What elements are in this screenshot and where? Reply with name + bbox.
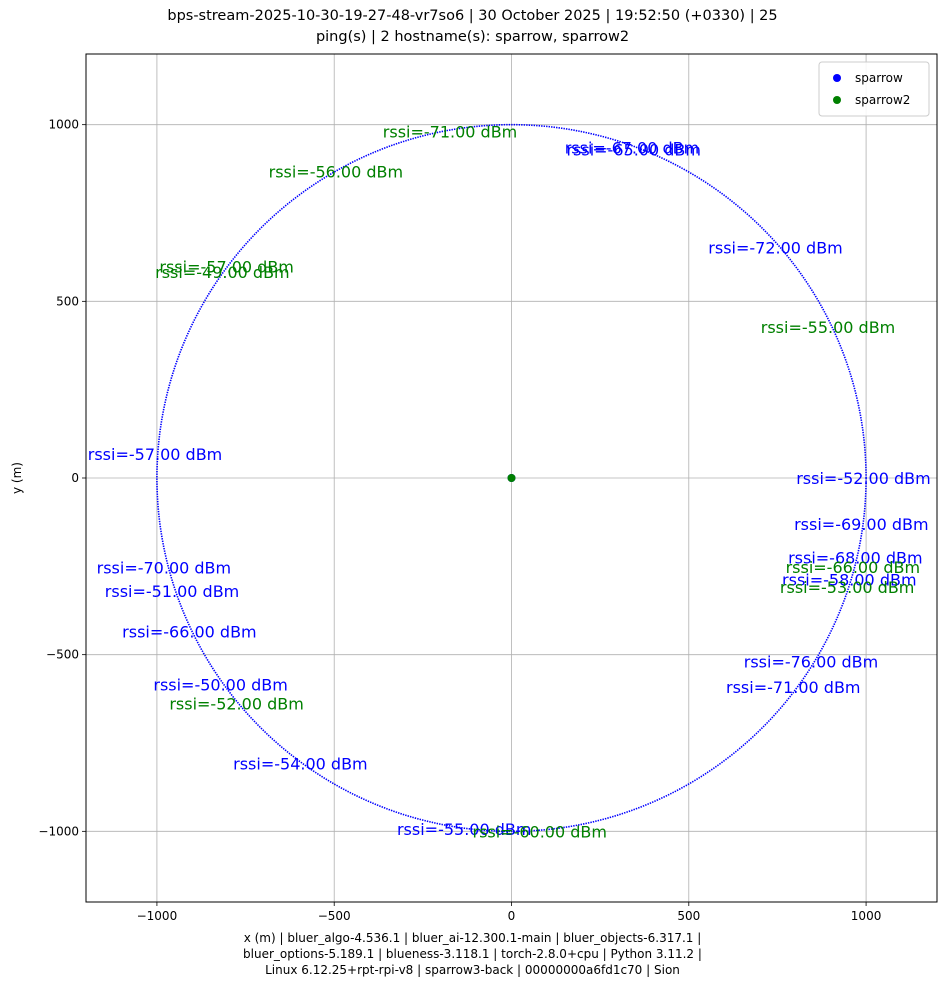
rssi-annotation-8: rssi=-70.00 dBm (97, 558, 231, 577)
legend-label-sparrow2: sparrow2 (855, 93, 910, 107)
legend-marker-sparrow2 (833, 96, 841, 104)
point-sparrow2-0 (507, 474, 516, 482)
rssi-annotation-23: rssi=-52.00 dBm (169, 694, 303, 713)
rssi-annotation-16: rssi=-71.00 dBm (383, 123, 517, 142)
x-tick-label-0: −1000 (137, 909, 178, 923)
x-tick-label-3: 500 (677, 909, 700, 923)
rssi-annotation-5: rssi=-69.00 dBm (794, 515, 928, 534)
rssi-annotation-22: rssi=-53.00 dBm (780, 578, 914, 597)
y-axis-label: y (m) (10, 462, 24, 494)
legend-marker-sparrow (833, 74, 841, 82)
rssi-annotation-0: rssi=-67.00 dBm (565, 139, 699, 158)
rssi-annotation-4: rssi=-52.00 dBm (796, 469, 930, 488)
rssi-annotation-3: rssi=-57.00 dBm (88, 445, 222, 464)
data-points (507, 474, 516, 482)
rssi-annotation-9: rssi=-51.00 dBm (105, 582, 239, 601)
rssi-annotation-21: rssi=-66.00 dBm (786, 558, 920, 577)
y-tick-label-2: 0 (71, 471, 79, 485)
legend: sparrow sparrow2 (818, 61, 930, 117)
trajectory-path (156, 123, 867, 833)
x-tick-label-4: 1000 (851, 909, 882, 923)
y-tick-label-3: 500 (56, 294, 79, 308)
rssi-annotation-12: rssi=-71.00 dBm (726, 678, 860, 697)
x-axis-label-line-2: bluer_options-5.189.1 | blueness-3.118.1… (243, 947, 702, 961)
rssi-annotation-13: rssi=-50.00 dBm (153, 676, 287, 695)
x-tick-label-2: 0 (508, 909, 516, 923)
chart-title-line-1: bps-stream-2025-10-30-19-27-48-vr7so6 | … (167, 8, 778, 24)
legend-label-sparrow: sparrow (855, 71, 903, 85)
rssi-annotation-7: rssi=-58.00 dBm (782, 570, 916, 589)
rssi-annotation-24: rssi=-60.00 dBm (472, 822, 606, 841)
y-tick-label-1: −500 (46, 648, 79, 662)
rssi-annotation-1: rssi=-65.00 dBm (566, 140, 700, 159)
y-tick-label-0: −1000 (38, 824, 79, 838)
chart-title: bps-stream-2025-10-30-19-27-48-vr7so6 | … (0, 0, 945, 50)
rssi-annotation-10: rssi=-66.00 dBm (122, 623, 256, 642)
rssi-annotation-19: rssi=-49.00 dBm (155, 263, 289, 282)
axis-ticks: −1000 −500 0 500 1000 −1000 −500 0 500 1000 (38, 118, 881, 923)
rssi-annotation-18: rssi=-57.00 dBm (159, 258, 293, 277)
grid (86, 54, 937, 902)
x-tick-label-1: −500 (318, 909, 351, 923)
rssi-annotation-6: rssi=-68.00 dBm (788, 549, 922, 568)
rssi-annotation-14: rssi=-54.00 dBm (233, 754, 367, 773)
x-axis-label-line-1: x (m) | bluer_algo-4.536.1 | bluer_ai-12… (243, 931, 702, 945)
legend-box (818, 61, 930, 117)
x-axis-label-line-3: Linux 6.12.25+rpt-rpi-v8 | sparrow3-back… (265, 963, 680, 977)
rssi-annotation-2: rssi=-72.00 dBm (708, 239, 842, 258)
rssi-annotation-17: rssi=-56.00 dBm (269, 162, 403, 181)
chart-title-line-2: ping(s) | 2 hostname(s): sparrow, sparro… (315, 29, 630, 45)
trajectory-circle (156, 123, 867, 833)
x-axis-label: x (m) | bluer_algo-4.536.1 | bluer_ai-12… (0, 930, 945, 990)
rssi-annotation-15: rssi=-55.00 dBm (397, 820, 531, 839)
rssi-annotation-11: rssi=-76.00 dBm (744, 653, 878, 672)
rssi-annotation-20: rssi=-55.00 dBm (761, 318, 895, 337)
y-tick-label-4: 1000 (48, 118, 79, 132)
